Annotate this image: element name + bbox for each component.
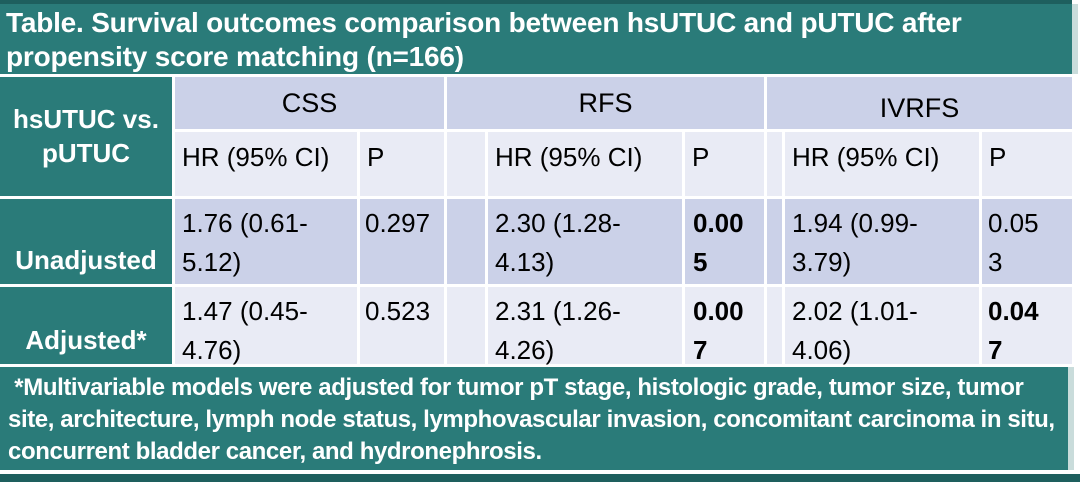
unadjusted-ivrfs-p: 0.053 <box>982 199 1072 284</box>
rfs-p-header: P <box>685 132 764 196</box>
ivrfs-p-header: P <box>982 132 1072 196</box>
adjusted-rfs-p: 0.007 <box>685 287 764 365</box>
spacer-cell <box>767 132 782 196</box>
adjusted-css-hr: 1.47 (0.45-4.76) <box>175 287 357 365</box>
ivrfs-hr-header: HR (95% CI) <box>785 132 979 196</box>
spacer-cell <box>447 287 485 364</box>
row-label-adjusted: Adjusted* <box>0 287 172 364</box>
unadjusted-css-p: 0.297 <box>360 199 444 284</box>
spacer-cell <box>447 199 485 284</box>
adjusted-ivrfs-p: 0.047 <box>982 287 1072 365</box>
corner-header-hsutuc-vs-putuc: hsUTUC vs. pUTUC <box>0 77 172 196</box>
spacer-cell <box>767 199 782 284</box>
group-header-rfs: RFS <box>447 77 764 129</box>
rfs-hr-header: HR (95% CI) <box>488 132 682 196</box>
row-label-unadjusted: Unadjusted <box>0 199 172 284</box>
group-header-css: CSS <box>175 77 444 129</box>
adjusted-ivrfs-hr: 2.02 (1.01-4.06) <box>785 287 979 365</box>
css-p-header: P <box>360 132 444 196</box>
spacer-cell <box>447 132 485 196</box>
spacer-cell <box>767 287 782 364</box>
adjusted-rfs-hr: 2.31 (1.26-4.26) <box>488 287 682 365</box>
top-border-bar <box>0 0 1072 4</box>
survival-outcomes-table: hsUTUC vs. pUTUC CSS RFS IVRFS HR (95% C… <box>0 77 1072 365</box>
unadjusted-rfs-hr: 2.30 (1.28-4.13) <box>488 199 682 284</box>
adjusted-css-p: 0.523 <box>360 287 444 364</box>
table-footnote: *Multivariable models were adjusted for … <box>0 367 1074 470</box>
css-hr-header: HR (95% CI) <box>175 132 357 196</box>
unadjusted-css-hr: 1.76 (0.61-5.12) <box>175 199 357 284</box>
table-title: Table. Survival outcomes comparison betw… <box>0 4 1078 74</box>
bottom-border-bar <box>0 474 1080 482</box>
group-header-ivrfs: IVRFS <box>767 77 1072 129</box>
unadjusted-ivrfs-hr: 1.94 (0.99-3.79) <box>785 199 979 284</box>
unadjusted-rfs-p: 0.005 <box>685 199 764 284</box>
